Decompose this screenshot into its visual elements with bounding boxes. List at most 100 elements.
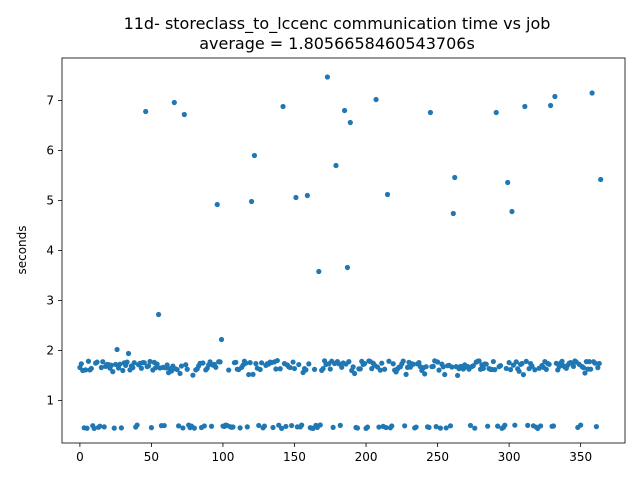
data-point: [506, 360, 512, 366]
data-point: [480, 365, 486, 371]
data-point: [525, 422, 531, 428]
data-point: [578, 422, 584, 428]
data-point: [130, 365, 136, 371]
data-point: [470, 363, 476, 369]
data-point: [299, 422, 305, 428]
data-point: [101, 424, 107, 430]
data-point: [436, 367, 442, 373]
data-point: [595, 365, 601, 371]
data-point: [422, 371, 428, 377]
data-point: [400, 358, 406, 364]
data-point: [505, 179, 511, 186]
data-point: [341, 107, 348, 114]
data-point: [447, 423, 454, 429]
data-point: [493, 109, 499, 116]
data-point: [148, 425, 155, 431]
data-point: [373, 96, 379, 103]
data-point: [532, 367, 538, 373]
data-point: [434, 359, 441, 365]
data-point: [490, 358, 496, 365]
data-point: [362, 361, 368, 367]
data-point: [383, 424, 389, 431]
data-point: [214, 201, 220, 208]
data-point: [261, 423, 268, 429]
data-point: [191, 425, 197, 431]
data-point: [443, 425, 449, 431]
x-tick-label: 50: [144, 450, 159, 464]
x-tick-label: 300: [498, 450, 521, 464]
data-point: [580, 365, 587, 371]
data-point: [94, 359, 100, 365]
data-point: [304, 192, 310, 199]
data-point: [523, 358, 529, 364]
data-point: [485, 423, 491, 429]
data-point: [516, 368, 522, 374]
data-point: [529, 363, 535, 369]
data-point: [154, 361, 160, 367]
data-point: [537, 423, 544, 429]
data-point: [344, 264, 351, 271]
data-point: [333, 162, 339, 169]
data-point: [251, 152, 258, 159]
data-point: [83, 367, 89, 373]
data-point: [449, 364, 455, 370]
data-point: [208, 423, 215, 429]
data-point: [88, 365, 94, 372]
data-point: [277, 366, 283, 372]
x-tick-label: 150: [283, 450, 306, 464]
data-point: [120, 367, 126, 374]
data-point: [503, 365, 509, 372]
data-point: [354, 425, 361, 431]
data-point: [217, 359, 223, 365]
data-point: [290, 359, 296, 365]
data-point: [113, 361, 119, 368]
data-point: [497, 363, 504, 369]
data-point: [384, 191, 391, 198]
data-point: [178, 363, 185, 369]
data-point: [280, 103, 286, 110]
data-point: [131, 360, 137, 366]
data-points: [77, 74, 604, 431]
data-point: [84, 425, 90, 431]
data-point: [440, 364, 446, 370]
data-point: [327, 366, 333, 372]
data-point: [177, 370, 183, 377]
data-point: [181, 111, 187, 118]
data-point: [180, 425, 186, 431]
data-point: [382, 366, 388, 372]
data-point: [110, 369, 116, 375]
data-point: [171, 99, 177, 106]
data-point: [492, 367, 498, 373]
data-point: [306, 361, 312, 367]
data-point: [134, 422, 140, 428]
data-point: [100, 359, 106, 365]
data-point: [108, 362, 114, 368]
data-point: [176, 423, 182, 429]
data-point: [596, 360, 602, 367]
data-point: [452, 174, 458, 181]
data-point: [347, 119, 353, 126]
y-axis-label: seconds: [15, 225, 29, 274]
data-point: [550, 423, 557, 429]
y-tick-label: 4: [46, 244, 54, 258]
data-point: [143, 108, 149, 115]
data-point: [589, 90, 595, 96]
data-point: [509, 208, 515, 215]
data-point: [111, 425, 117, 431]
data-point: [552, 93, 558, 100]
data-point: [257, 366, 263, 373]
data-point: [164, 362, 170, 368]
data-point: [364, 424, 371, 430]
y-tick-label: 5: [46, 194, 54, 208]
data-point: [244, 424, 250, 430]
data-point: [233, 359, 239, 365]
y-tick-label: 1: [46, 394, 54, 408]
data-point: [402, 423, 408, 429]
data-point: [184, 366, 190, 372]
data-point: [218, 336, 225, 343]
data-point: [246, 371, 252, 378]
data-point: [125, 350, 132, 357]
data-point: [598, 176, 604, 183]
data-point: [450, 210, 456, 217]
